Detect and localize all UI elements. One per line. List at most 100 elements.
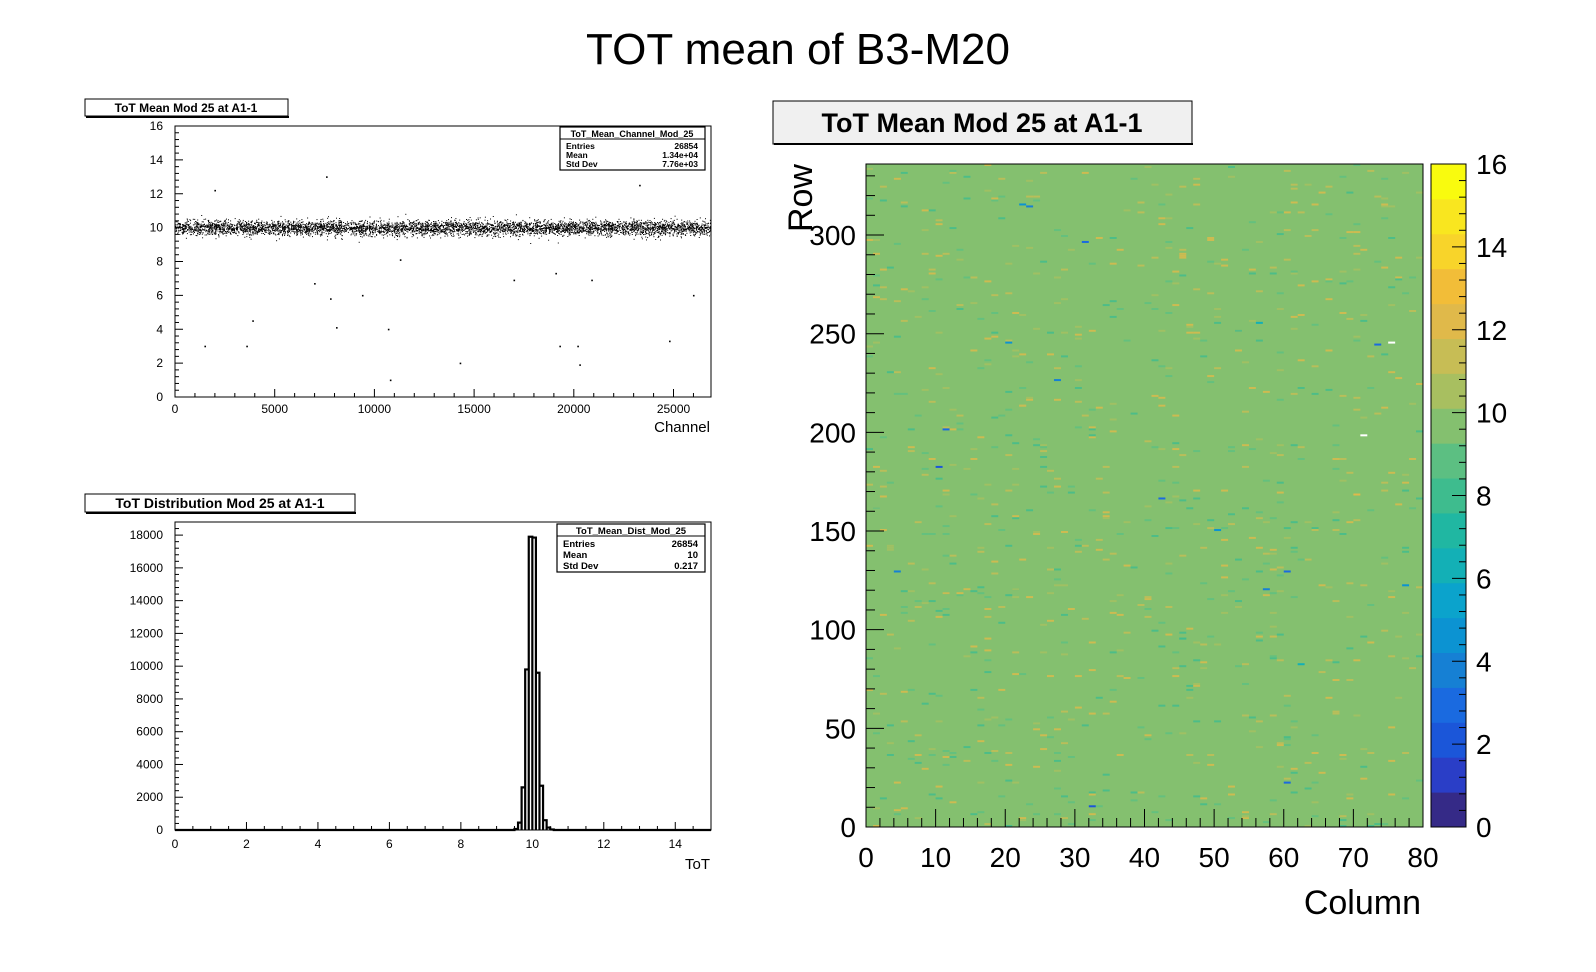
band-point [459,225,461,227]
band-point [542,232,544,234]
band-point [200,224,202,226]
band-point [505,227,507,229]
band-point [372,228,373,230]
band-point [543,228,545,229]
band-point [185,226,187,228]
band-point [340,222,342,224]
band-point [563,230,565,232]
band-point [496,232,498,234]
band-point [642,222,644,224]
band-point [356,234,357,236]
band-point [271,229,273,230]
band-point [365,226,367,228]
band-point [316,229,318,231]
band-point [277,226,278,228]
band-point [666,225,667,227]
band-point [401,231,403,233]
band-point [282,235,283,237]
band-point [276,227,277,229]
band-point [197,222,199,224]
band-point [459,224,460,226]
band-point [184,231,186,233]
band-point [471,229,473,230]
band-point [611,235,613,237]
band-point [307,224,309,226]
band-point [428,226,430,228]
band-point [450,233,451,235]
band-point [649,229,651,231]
band-point [707,226,709,228]
band-point [194,224,196,226]
band-point [300,234,302,236]
band-point [323,223,325,224]
band-point [281,227,283,229]
band-point [397,236,398,237]
band-point [288,228,290,230]
band-point [433,223,434,225]
band-point [579,229,581,231]
band-point [357,226,358,227]
band-point [506,222,508,224]
band-point [194,230,196,232]
band-point [358,220,360,222]
band-point [234,230,235,231]
band-point [590,231,592,233]
band-point [559,221,561,223]
band-point [324,225,326,227]
band-point [273,227,275,229]
band-point [447,226,449,228]
band-point [540,230,542,232]
band-point [625,223,627,225]
band-point [402,229,403,231]
band-point [581,230,582,232]
band-point [420,231,422,233]
band-point [383,227,385,228]
band-point [306,229,308,231]
band-point [214,224,216,226]
band-point [388,229,390,231]
band-point [379,233,381,235]
band-point [549,229,551,230]
band-point [469,233,471,235]
band-point [434,224,436,226]
band-point [351,223,352,225]
band-point [301,222,303,224]
band-point [543,219,545,221]
band-point [561,225,563,227]
band-point [261,227,263,229]
band-point [437,225,439,227]
band-point [222,230,224,232]
band-point [612,225,614,227]
band-point [265,229,267,231]
band-point [582,229,584,231]
band-point [545,226,547,228]
band-point [341,223,343,225]
band-point [621,229,623,231]
band-point [244,226,246,228]
band-point [667,229,669,231]
band-point [430,231,432,233]
band-point [264,231,266,233]
band-point [210,221,212,223]
band-point [549,229,551,231]
band-point [565,231,566,233]
band-point [318,228,320,230]
band-point [647,229,649,231]
band-point [418,222,420,224]
band-point [699,228,701,229]
band-point [227,225,228,227]
band-point [539,232,541,234]
band-point [335,234,337,236]
band-point [620,227,622,229]
band-point [624,234,626,236]
band-point [537,229,539,231]
band-point [403,222,405,224]
band-point [325,226,327,228]
band-point [226,228,228,230]
band-point [486,223,488,225]
band-point [655,226,657,228]
band-point [319,226,321,228]
band-point [642,226,644,228]
band-point [417,219,419,221]
band-point [494,220,495,222]
